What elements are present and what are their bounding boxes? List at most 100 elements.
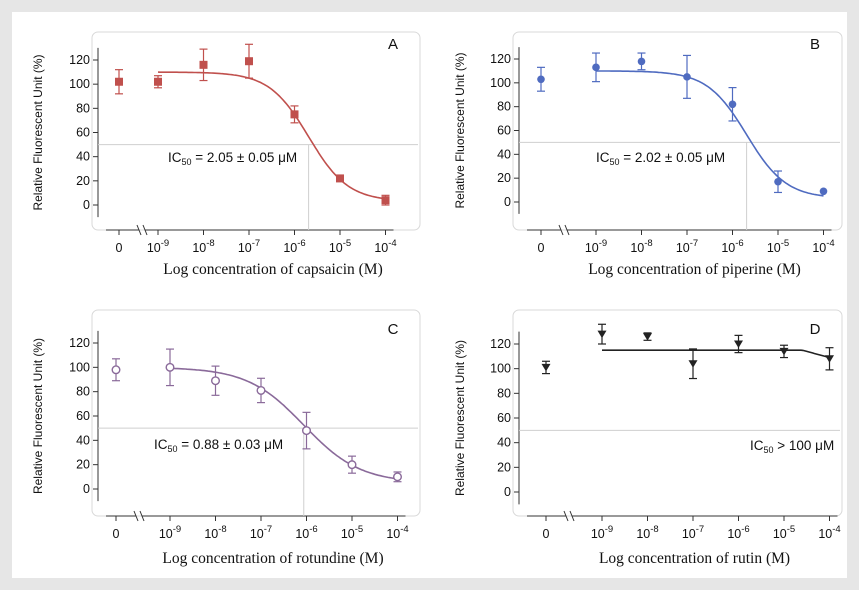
panel-letter: A xyxy=(388,36,398,53)
marker xyxy=(774,177,782,186)
data-point xyxy=(154,75,162,89)
figure: 0 20 40 60 80 100 120 Relative Fluorescent Unit… xyxy=(12,12,847,578)
y-tick-label: 120 xyxy=(490,52,511,66)
y-tick-label: 100 xyxy=(490,362,511,376)
x-tick-label: 10-7 xyxy=(676,238,698,255)
data-point xyxy=(597,323,607,345)
y-tick-label: 80 xyxy=(76,385,90,399)
x-tick-label: 10-7 xyxy=(238,238,260,255)
y-tick-label: 80 xyxy=(76,101,90,115)
marker xyxy=(825,355,834,363)
marker xyxy=(541,363,551,372)
y-tick-label: 40 xyxy=(497,436,511,450)
marker xyxy=(381,196,390,205)
panel-letter: D xyxy=(810,321,821,338)
figure-svg: 0 20 40 60 80 100 120 Relative Fluorescent Unit… xyxy=(31,31,843,567)
marker xyxy=(154,77,162,86)
x-tick-label: 10-8 xyxy=(192,238,214,255)
y-tick-label: 100 xyxy=(490,76,511,90)
x-tick-label: 10-8 xyxy=(204,524,226,541)
y-tick-label: 40 xyxy=(76,150,90,164)
data-point xyxy=(336,174,344,183)
marker xyxy=(393,472,403,482)
data-point xyxy=(290,105,299,124)
panel-d: 0 20 40 60 80 100 120 Relative Fluorescent Unit… xyxy=(453,309,843,567)
x-tick-label: 10-8 xyxy=(636,524,658,541)
marker xyxy=(210,376,220,386)
panel-frame xyxy=(91,309,421,517)
y-tick-label: 60 xyxy=(497,124,511,138)
x-tick-label: 10-5 xyxy=(767,238,789,255)
data-point xyxy=(347,455,357,474)
marker xyxy=(199,60,208,69)
axis-break-mark xyxy=(558,224,564,236)
x-tick-label: 10-4 xyxy=(374,238,396,255)
x-tick-label: 10-6 xyxy=(295,524,317,541)
panel-a: 0 20 40 60 80 100 120 Relative Fluorescent Unit… xyxy=(31,31,421,278)
x-tick-label: 10-6 xyxy=(283,238,305,255)
data-point xyxy=(245,43,253,79)
data-point xyxy=(637,52,646,71)
axis-break-mark xyxy=(563,510,569,522)
y-tick-label: 20 xyxy=(497,460,511,474)
data-point xyxy=(165,348,175,387)
fit-curve xyxy=(596,70,824,197)
marker xyxy=(290,110,299,119)
marker xyxy=(728,100,737,109)
fit-curve xyxy=(169,367,398,480)
marker xyxy=(592,63,600,72)
y-tick-label: 0 xyxy=(504,195,511,209)
data-point xyxy=(393,471,403,483)
data-point xyxy=(683,54,691,99)
y-tick-label: 120 xyxy=(69,53,90,67)
y-axis-label: Relative Fluorescent Unit (%) xyxy=(31,338,45,494)
x-tick-label: 10-5 xyxy=(341,524,363,541)
fit-curve xyxy=(157,71,386,200)
x-tick-label: 10-4 xyxy=(386,524,408,541)
axis-break-mark xyxy=(139,510,145,522)
ic50-annotation: IC50 = 2.02 ± 0.05 μM xyxy=(596,150,725,167)
x-axis-label: Log concentration of piperine (M) xyxy=(588,261,801,278)
data-point xyxy=(199,48,208,82)
data-point xyxy=(256,377,266,404)
y-tick-label: 120 xyxy=(69,336,90,350)
y-tick-label: 0 xyxy=(504,485,511,499)
data-point xyxy=(541,360,551,375)
data-point xyxy=(728,86,737,122)
data-point xyxy=(115,69,123,95)
data-point xyxy=(774,170,782,194)
data-point xyxy=(688,348,698,380)
panel-frame xyxy=(512,31,843,231)
data-point xyxy=(537,66,545,92)
x-tick-label: 0 xyxy=(543,527,550,541)
marker xyxy=(245,57,253,66)
x-tick-label: 10-5 xyxy=(773,524,795,541)
y-tick-label: 100 xyxy=(69,77,90,91)
y-tick-label: 120 xyxy=(490,337,511,351)
x-tick-label: 0 xyxy=(113,527,120,541)
y-tick-label: 100 xyxy=(69,360,90,374)
marker xyxy=(537,75,545,84)
marker xyxy=(111,365,121,375)
x-tick-label: 0 xyxy=(538,241,545,255)
data-point xyxy=(643,332,652,341)
axis-break-mark xyxy=(564,224,570,236)
axis-break-mark xyxy=(133,510,139,522)
y-axis-label: Relative Fluorescent Unit (%) xyxy=(31,54,45,210)
x-axis-label: Log concentration of capsaicin (M) xyxy=(163,261,383,278)
y-tick-label: 0 xyxy=(83,198,90,212)
x-tick-label: 10-7 xyxy=(250,524,272,541)
ic50-annotation: IC50 = 2.05 ± 0.05 μM xyxy=(168,150,297,167)
y-tick-label: 80 xyxy=(497,386,511,400)
marker xyxy=(115,77,123,86)
y-axis-label: Relative Fluorescent Unit (%) xyxy=(453,52,467,208)
marker xyxy=(637,57,646,66)
ic50-annotation: IC50 = 0.88 ± 0.03 μM xyxy=(154,437,283,454)
x-tick-label: 10-5 xyxy=(329,238,351,255)
ic50-annotation: IC50 > 100 μM xyxy=(750,438,834,455)
x-tick-label: 10-9 xyxy=(147,238,169,255)
marker xyxy=(302,426,312,436)
y-tick-label: 20 xyxy=(497,171,511,185)
y-axis-label: Relative Fluorescent Unit (%) xyxy=(453,340,467,496)
marker xyxy=(819,187,828,196)
